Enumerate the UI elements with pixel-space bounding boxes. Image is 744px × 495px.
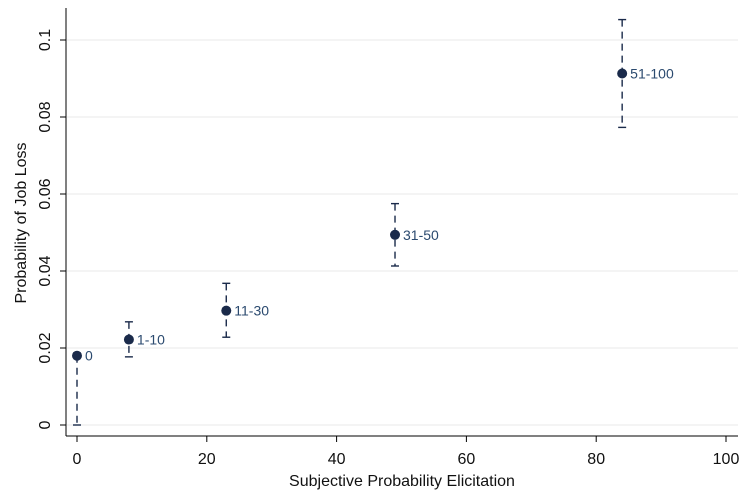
point-label: 51-100 (630, 65, 674, 81)
y-tick-label: 0.02 (37, 332, 54, 363)
x-tick-label: 60 (458, 451, 476, 468)
point-label: 0 (85, 348, 93, 364)
y-tick-label: 0.04 (37, 255, 54, 286)
error-bars (73, 18, 627, 426)
x-tick-label: 100 (713, 451, 740, 468)
ticks: 0 0.02 0.04 0.06 0.08 0.1 0 20 40 60 80 100 (37, 29, 739, 468)
axes (65, 8, 738, 437)
point-label: 1-10 (137, 332, 165, 348)
point-label: 11-30 (234, 303, 269, 319)
x-tick-label: 20 (198, 451, 216, 468)
y-tick-label: 0.06 (37, 178, 54, 209)
y-tick-label: 0 (37, 420, 54, 429)
data-point (221, 305, 232, 316)
data-point (617, 68, 628, 79)
gridlines (67, 39, 738, 426)
y-tick-label: 0.08 (37, 101, 54, 132)
data-point (123, 334, 134, 345)
y-axis-title: Probability of Job Loss (13, 143, 30, 304)
x-axis-title: Subjective Probability Elicitation (289, 473, 515, 490)
data-point (390, 229, 401, 240)
x-tick-label: 40 (328, 451, 346, 468)
point-label: 31-50 (403, 227, 439, 243)
data-point (72, 350, 82, 361)
x-tick-label: 0 (73, 451, 82, 468)
y-tick-label: 0.1 (37, 29, 54, 51)
x-tick-label: 80 (587, 451, 605, 468)
data-points: 0 1-10 11-30 31-50 51-100 (72, 65, 674, 364)
